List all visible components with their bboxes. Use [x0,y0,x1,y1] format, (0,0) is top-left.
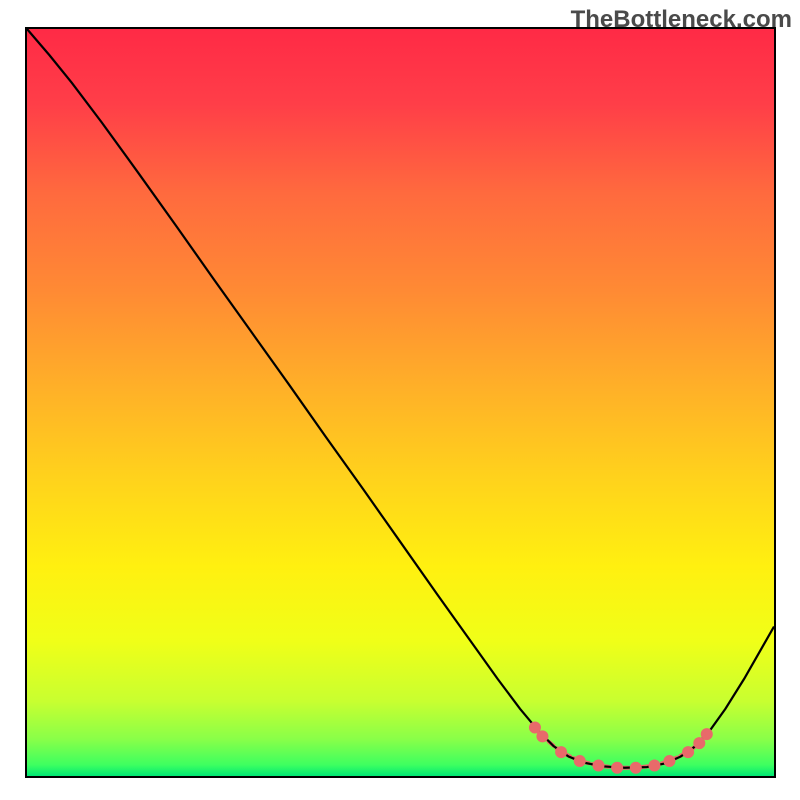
marker-dot [555,746,567,758]
watermark-label: TheBottleneck.com [571,6,792,34]
bottleneck-curve [27,29,774,768]
marker-dot [701,728,713,740]
marker-dot [574,755,586,767]
marker-dot [536,730,548,742]
marker-dot [682,746,694,758]
marker-dot [592,760,604,772]
plot-svg [25,27,776,778]
gradient-background [27,29,774,776]
marker-dot [529,721,541,733]
plot-border [26,28,775,777]
marker-dot [648,760,660,772]
chart-root: { "canvas": { "width": 800, "height": 80… [0,0,800,800]
marker-dot [693,737,705,749]
marker-dot [630,762,642,774]
marker-dot [663,755,675,767]
plot-area [25,27,776,778]
marker-dot [611,762,623,774]
markers-group [529,721,713,773]
marker-connector [535,727,707,767]
